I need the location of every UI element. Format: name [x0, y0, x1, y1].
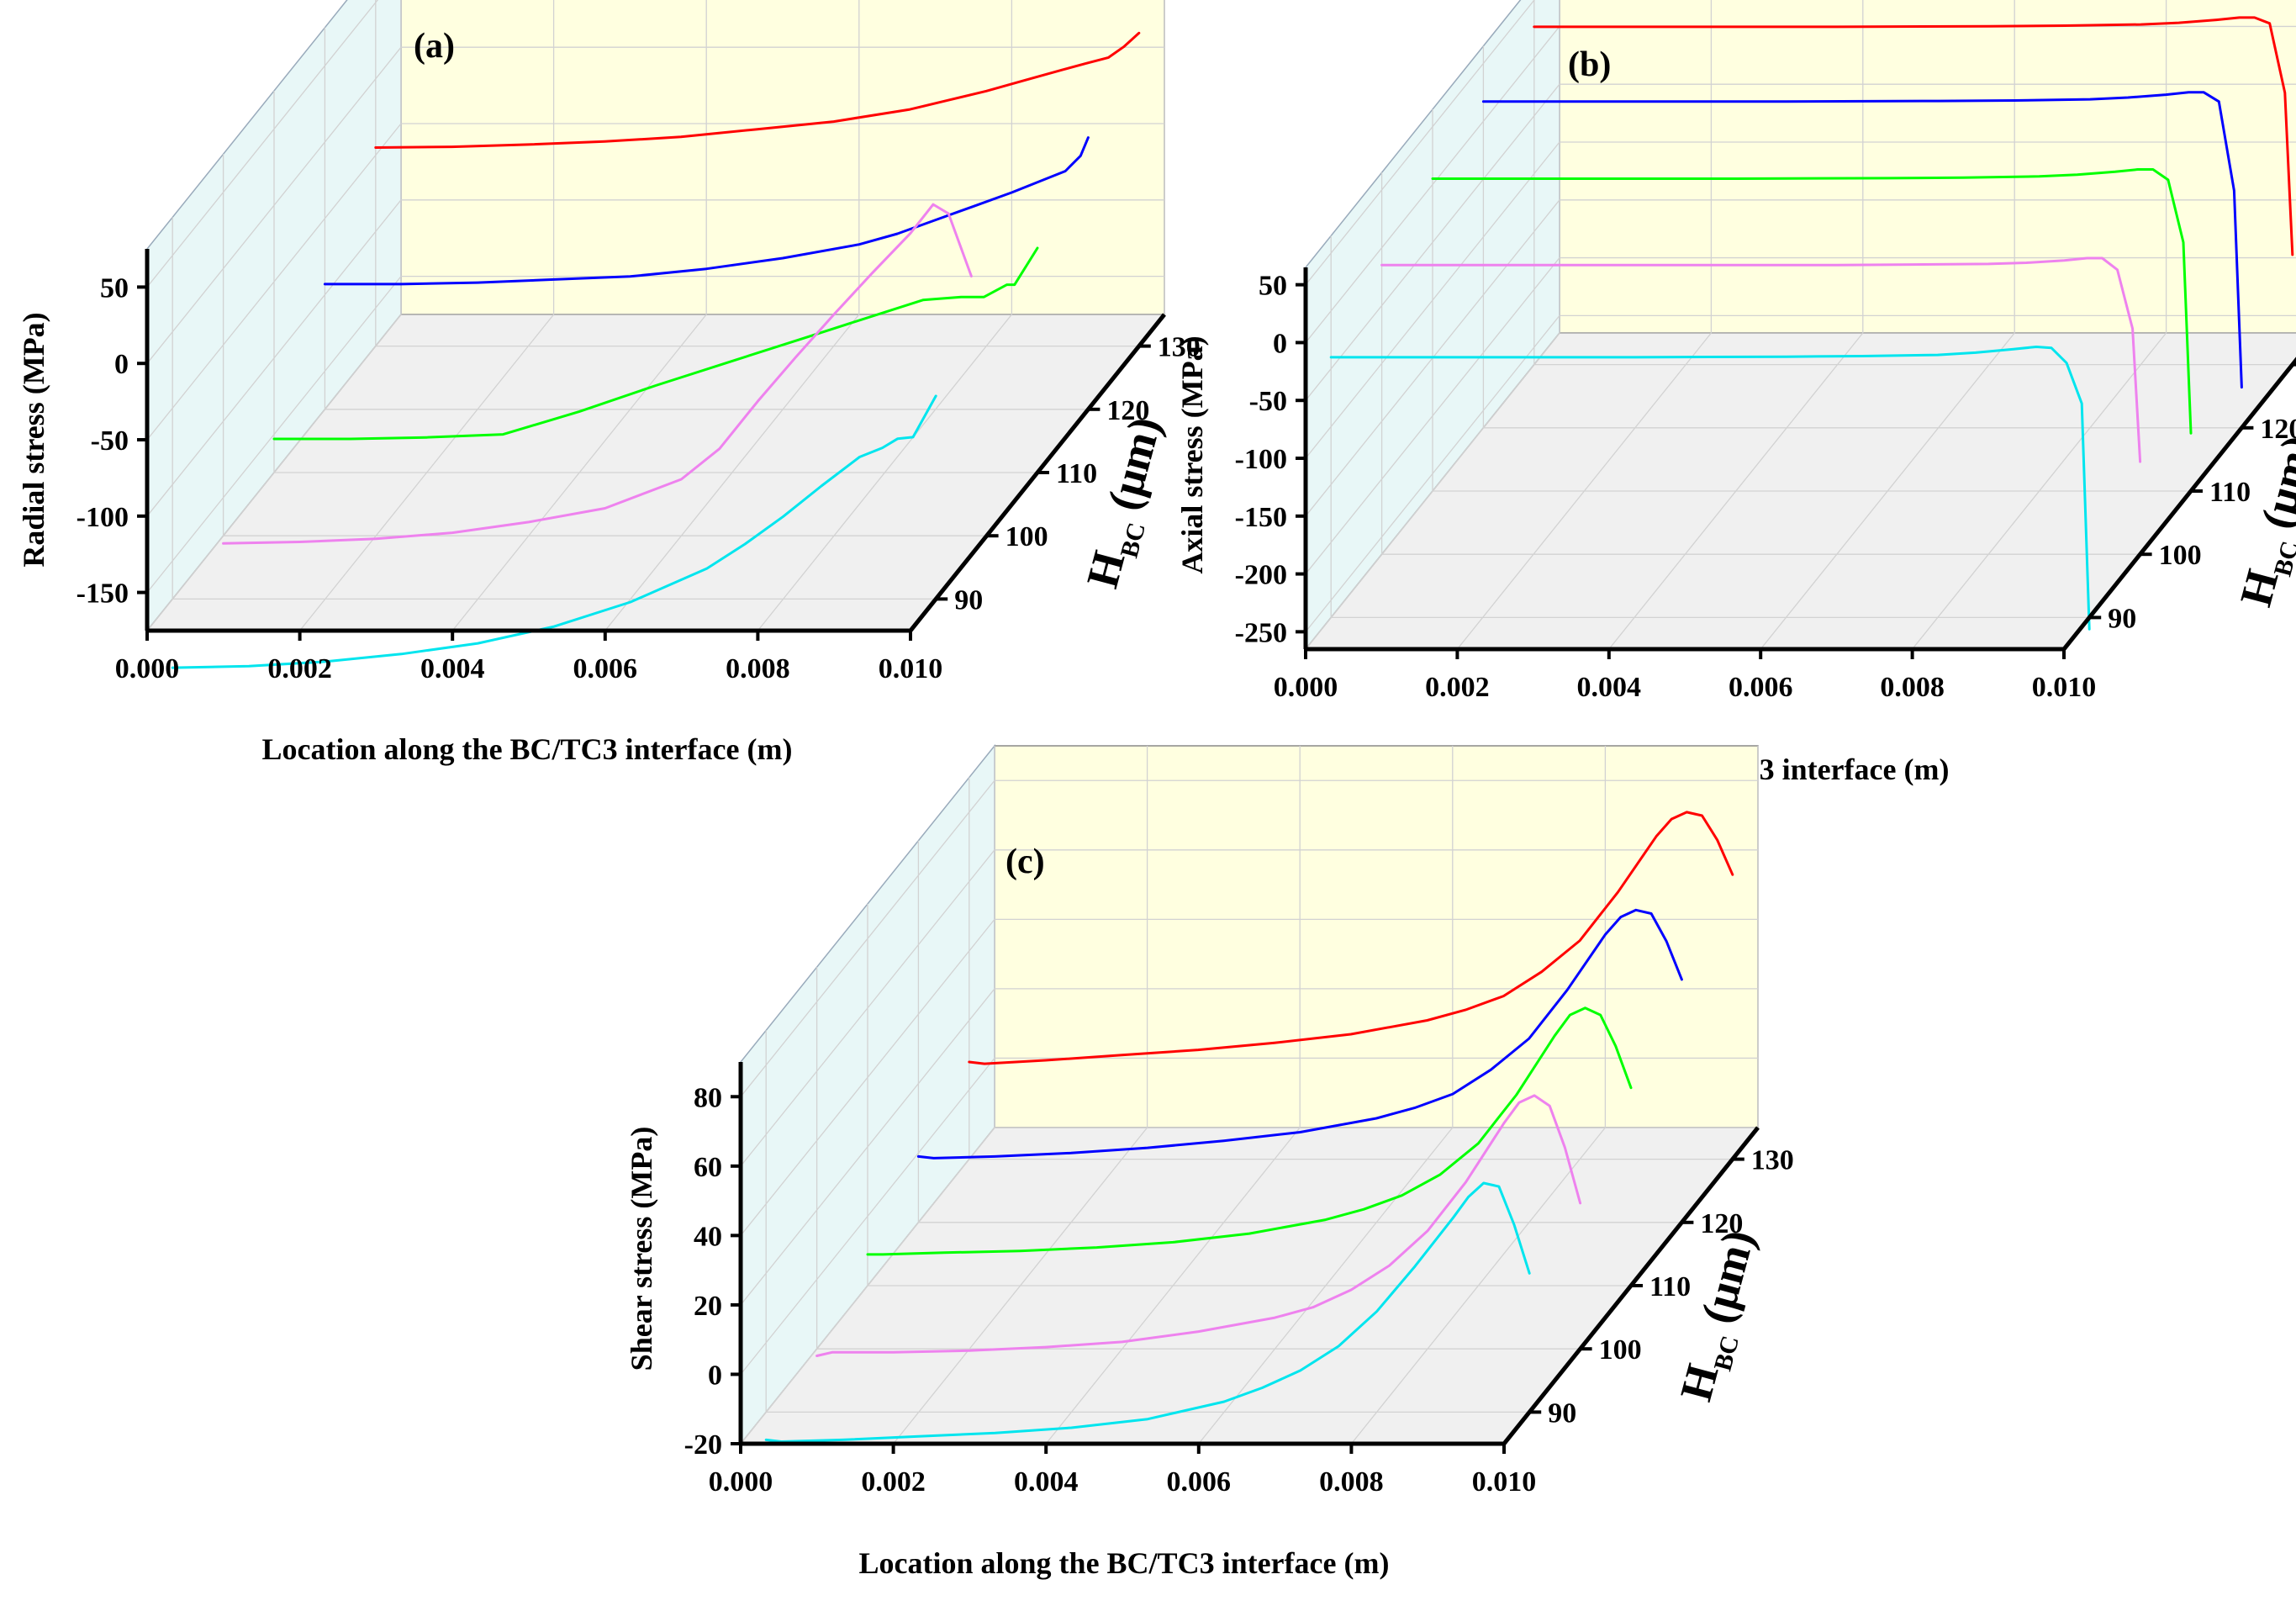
- panel-c-chart: 0.000 0.002 0.004 0.006 0.008 0.010 -20 0 20 40 60…: [625, 743, 1794, 1580]
- y-tick-label: 60: [694, 1152, 722, 1183]
- x-tick-label: 0.004: [1577, 672, 1642, 703]
- x-tick-label: 0.010: [2032, 672, 2097, 703]
- series-line-100: [222, 203, 973, 545]
- z-title-sub: BC: [2268, 538, 2296, 579]
- y-tick-label: 40: [694, 1221, 722, 1252]
- x-tick-label: 0.002: [1425, 672, 1490, 703]
- y-tick-label: -100: [77, 502, 129, 533]
- y-tick-label: -20: [684, 1429, 722, 1461]
- z-tick-label: 90: [2108, 603, 2136, 634]
- x-axis-title: Location along the BC/TC3 interface (m): [262, 732, 793, 766]
- z-axis-title-text: HBC(μm): [1077, 411, 1178, 594]
- x-tick-label: 0.010: [879, 653, 943, 684]
- z-axis-title: HBC(μm): [1077, 411, 1178, 594]
- x-tick-label: 0.008: [726, 653, 790, 684]
- z-tick-label: 100: [2159, 540, 2202, 571]
- z-tick-label: 130: [1158, 332, 1201, 363]
- panel-label: (b): [1568, 45, 1611, 84]
- x-tick-label: 0.000: [115, 653, 180, 684]
- series-line-90: [171, 394, 937, 669]
- z-axis-title: HBC(μm): [2230, 430, 2296, 613]
- z-tick-label: 100: [1005, 521, 1048, 552]
- z-tick-label: 130: [1751, 1145, 1794, 1176]
- series-line-90: [1329, 346, 2091, 631]
- z-tick-label: 120: [2260, 414, 2296, 445]
- z-title-unit: (μm): [2251, 430, 2296, 533]
- y-axis-title: Axial stress (MPa): [1175, 335, 1209, 573]
- x-tick-label: 0.000: [709, 1466, 773, 1498]
- y-tick-label: 50: [1259, 271, 1287, 302]
- y-tick-label: 80: [694, 1082, 722, 1113]
- y-axis-title: Shear stress (MPa): [625, 1127, 658, 1371]
- z-tick-label: 90: [954, 584, 983, 615]
- panel-label: (c): [1005, 843, 1045, 881]
- z-axis-title: HBC(μm): [1671, 1224, 1771, 1408]
- y-axis-title: Radial stress (MPa): [17, 312, 50, 567]
- series-line-110: [866, 1006, 1633, 1256]
- x-tick-label: 0.006: [1167, 1466, 1232, 1498]
- gridlines: [740, 746, 1759, 1445]
- y-tick-label: -100: [1235, 444, 1287, 475]
- z-tick-label: 120: [1700, 1208, 1743, 1239]
- gridlines: [146, 0, 1165, 631]
- z-axis-title-text: HBC(μm): [2230, 430, 2296, 613]
- series-line-90: [764, 1181, 1531, 1443]
- x-tick-label: 0.000: [1274, 672, 1338, 703]
- x-tick-label: 0.008: [1319, 1466, 1384, 1498]
- series-line-130: [968, 811, 1734, 1065]
- z-tick-label: 90: [1548, 1397, 1576, 1429]
- series-line-100: [815, 1094, 1582, 1357]
- series-line-130: [374, 31, 1141, 149]
- z-tick-label: 100: [1599, 1334, 1642, 1366]
- z-axis-title-text: HBC(μm): [1671, 1224, 1771, 1408]
- y-tick-label: -50: [91, 425, 129, 457]
- series-line-110: [272, 246, 1039, 441]
- x-tick-label: 0.004: [1014, 1466, 1079, 1498]
- x-axis-title: Location along the BC/TC3 interface (m): [859, 1546, 1390, 1580]
- x-tick-label: 0.002: [861, 1466, 926, 1498]
- z-title-sub: BC: [1115, 520, 1151, 561]
- z-tick-label: 110: [2209, 477, 2251, 508]
- y-tick-label: -250: [1235, 617, 1287, 648]
- z-title-unit: (μm): [1098, 411, 1171, 515]
- y-tick-label: 50: [100, 272, 129, 304]
- x-tick-label: 0.004: [420, 653, 485, 684]
- x-tick-label: 0.010: [1472, 1466, 1537, 1498]
- series-line-100: [1380, 256, 2142, 463]
- z-tick-label: 110: [1056, 458, 1097, 489]
- x-tick-label: 0.006: [573, 653, 638, 684]
- panel-b-chart: 0.000 0.002 0.004 0.006 0.008 0.010 -250 -200 -1…: [1175, 0, 2296, 786]
- y-tick-label: 20: [694, 1291, 722, 1322]
- series-line-110: [1431, 168, 2193, 435]
- z-title-sub: BC: [1708, 1333, 1744, 1374]
- z-tick-label: 110: [1649, 1271, 1691, 1302]
- z-tick-label: 120: [1106, 395, 1149, 426]
- y-tick-label: 0: [114, 349, 129, 380]
- y-tick-label: -50: [1249, 386, 1287, 417]
- y-tick-label: 0: [1273, 328, 1287, 359]
- z-title-unit: (μm): [1692, 1224, 1765, 1328]
- series-line-120: [1481, 91, 2243, 389]
- panel-label: (a): [414, 27, 455, 66]
- series-line-120: [916, 908, 1683, 1160]
- y-tick-label: 0: [708, 1360, 722, 1391]
- x-tick-label: 0.002: [267, 653, 332, 684]
- back-wall: [994, 745, 1759, 1128]
- y-tick-label: -200: [1235, 560, 1287, 591]
- y-tick-label: -150: [1235, 502, 1287, 533]
- x-tick-label: 0.006: [1729, 672, 1793, 703]
- x-tick-label: 0.008: [1880, 672, 1945, 703]
- y-tick-label: -150: [77, 578, 129, 610]
- series-line-130: [1533, 16, 2294, 256]
- series-line-120: [323, 136, 1090, 286]
- panel-a-chart: 0.000 0.002 0.004 0.006 0.008 0.010 -150 -100 -5…: [17, 0, 1201, 766]
